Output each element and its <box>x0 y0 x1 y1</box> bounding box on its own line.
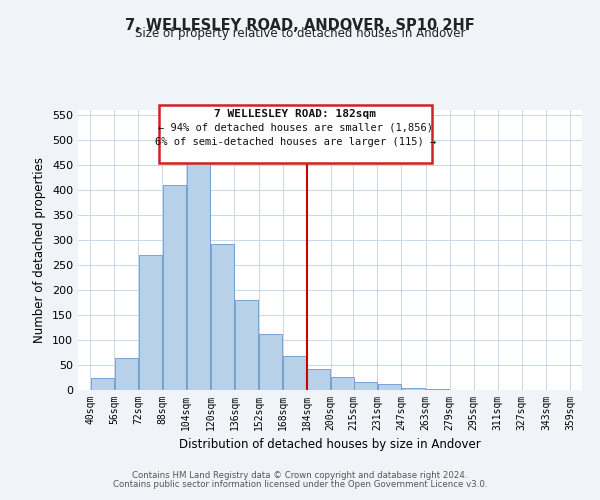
Bar <box>283 356 306 390</box>
Text: Size of property relative to detached houses in Andover: Size of property relative to detached ho… <box>135 28 465 40</box>
Bar <box>211 244 234 390</box>
Text: 6% of semi-detached houses are larger (115) →: 6% of semi-detached houses are larger (1… <box>155 137 436 147</box>
Bar <box>331 376 354 390</box>
Bar <box>187 162 210 390</box>
Text: Contains public sector information licensed under the Open Government Licence v3: Contains public sector information licen… <box>113 480 487 489</box>
Bar <box>91 378 113 390</box>
Text: 7, WELLESLEY ROAD, ANDOVER, SP10 2HF: 7, WELLESLEY ROAD, ANDOVER, SP10 2HF <box>125 18 475 32</box>
Bar <box>235 300 258 390</box>
Bar <box>163 185 186 390</box>
Text: 7 WELLESLEY ROAD: 182sqm: 7 WELLESLEY ROAD: 182sqm <box>215 109 377 119</box>
Bar <box>139 255 161 390</box>
Bar <box>115 358 137 390</box>
Text: ← 94% of detached houses are smaller (1,856): ← 94% of detached houses are smaller (1,… <box>158 123 433 133</box>
Y-axis label: Number of detached properties: Number of detached properties <box>34 157 46 343</box>
Bar <box>378 384 401 390</box>
Bar <box>402 388 425 390</box>
Bar <box>259 334 282 390</box>
X-axis label: Distribution of detached houses by size in Andover: Distribution of detached houses by size … <box>179 438 481 452</box>
Bar <box>307 368 330 390</box>
Text: Contains HM Land Registry data © Crown copyright and database right 2024.: Contains HM Land Registry data © Crown c… <box>132 471 468 480</box>
Bar <box>354 382 377 390</box>
Bar <box>426 389 449 390</box>
